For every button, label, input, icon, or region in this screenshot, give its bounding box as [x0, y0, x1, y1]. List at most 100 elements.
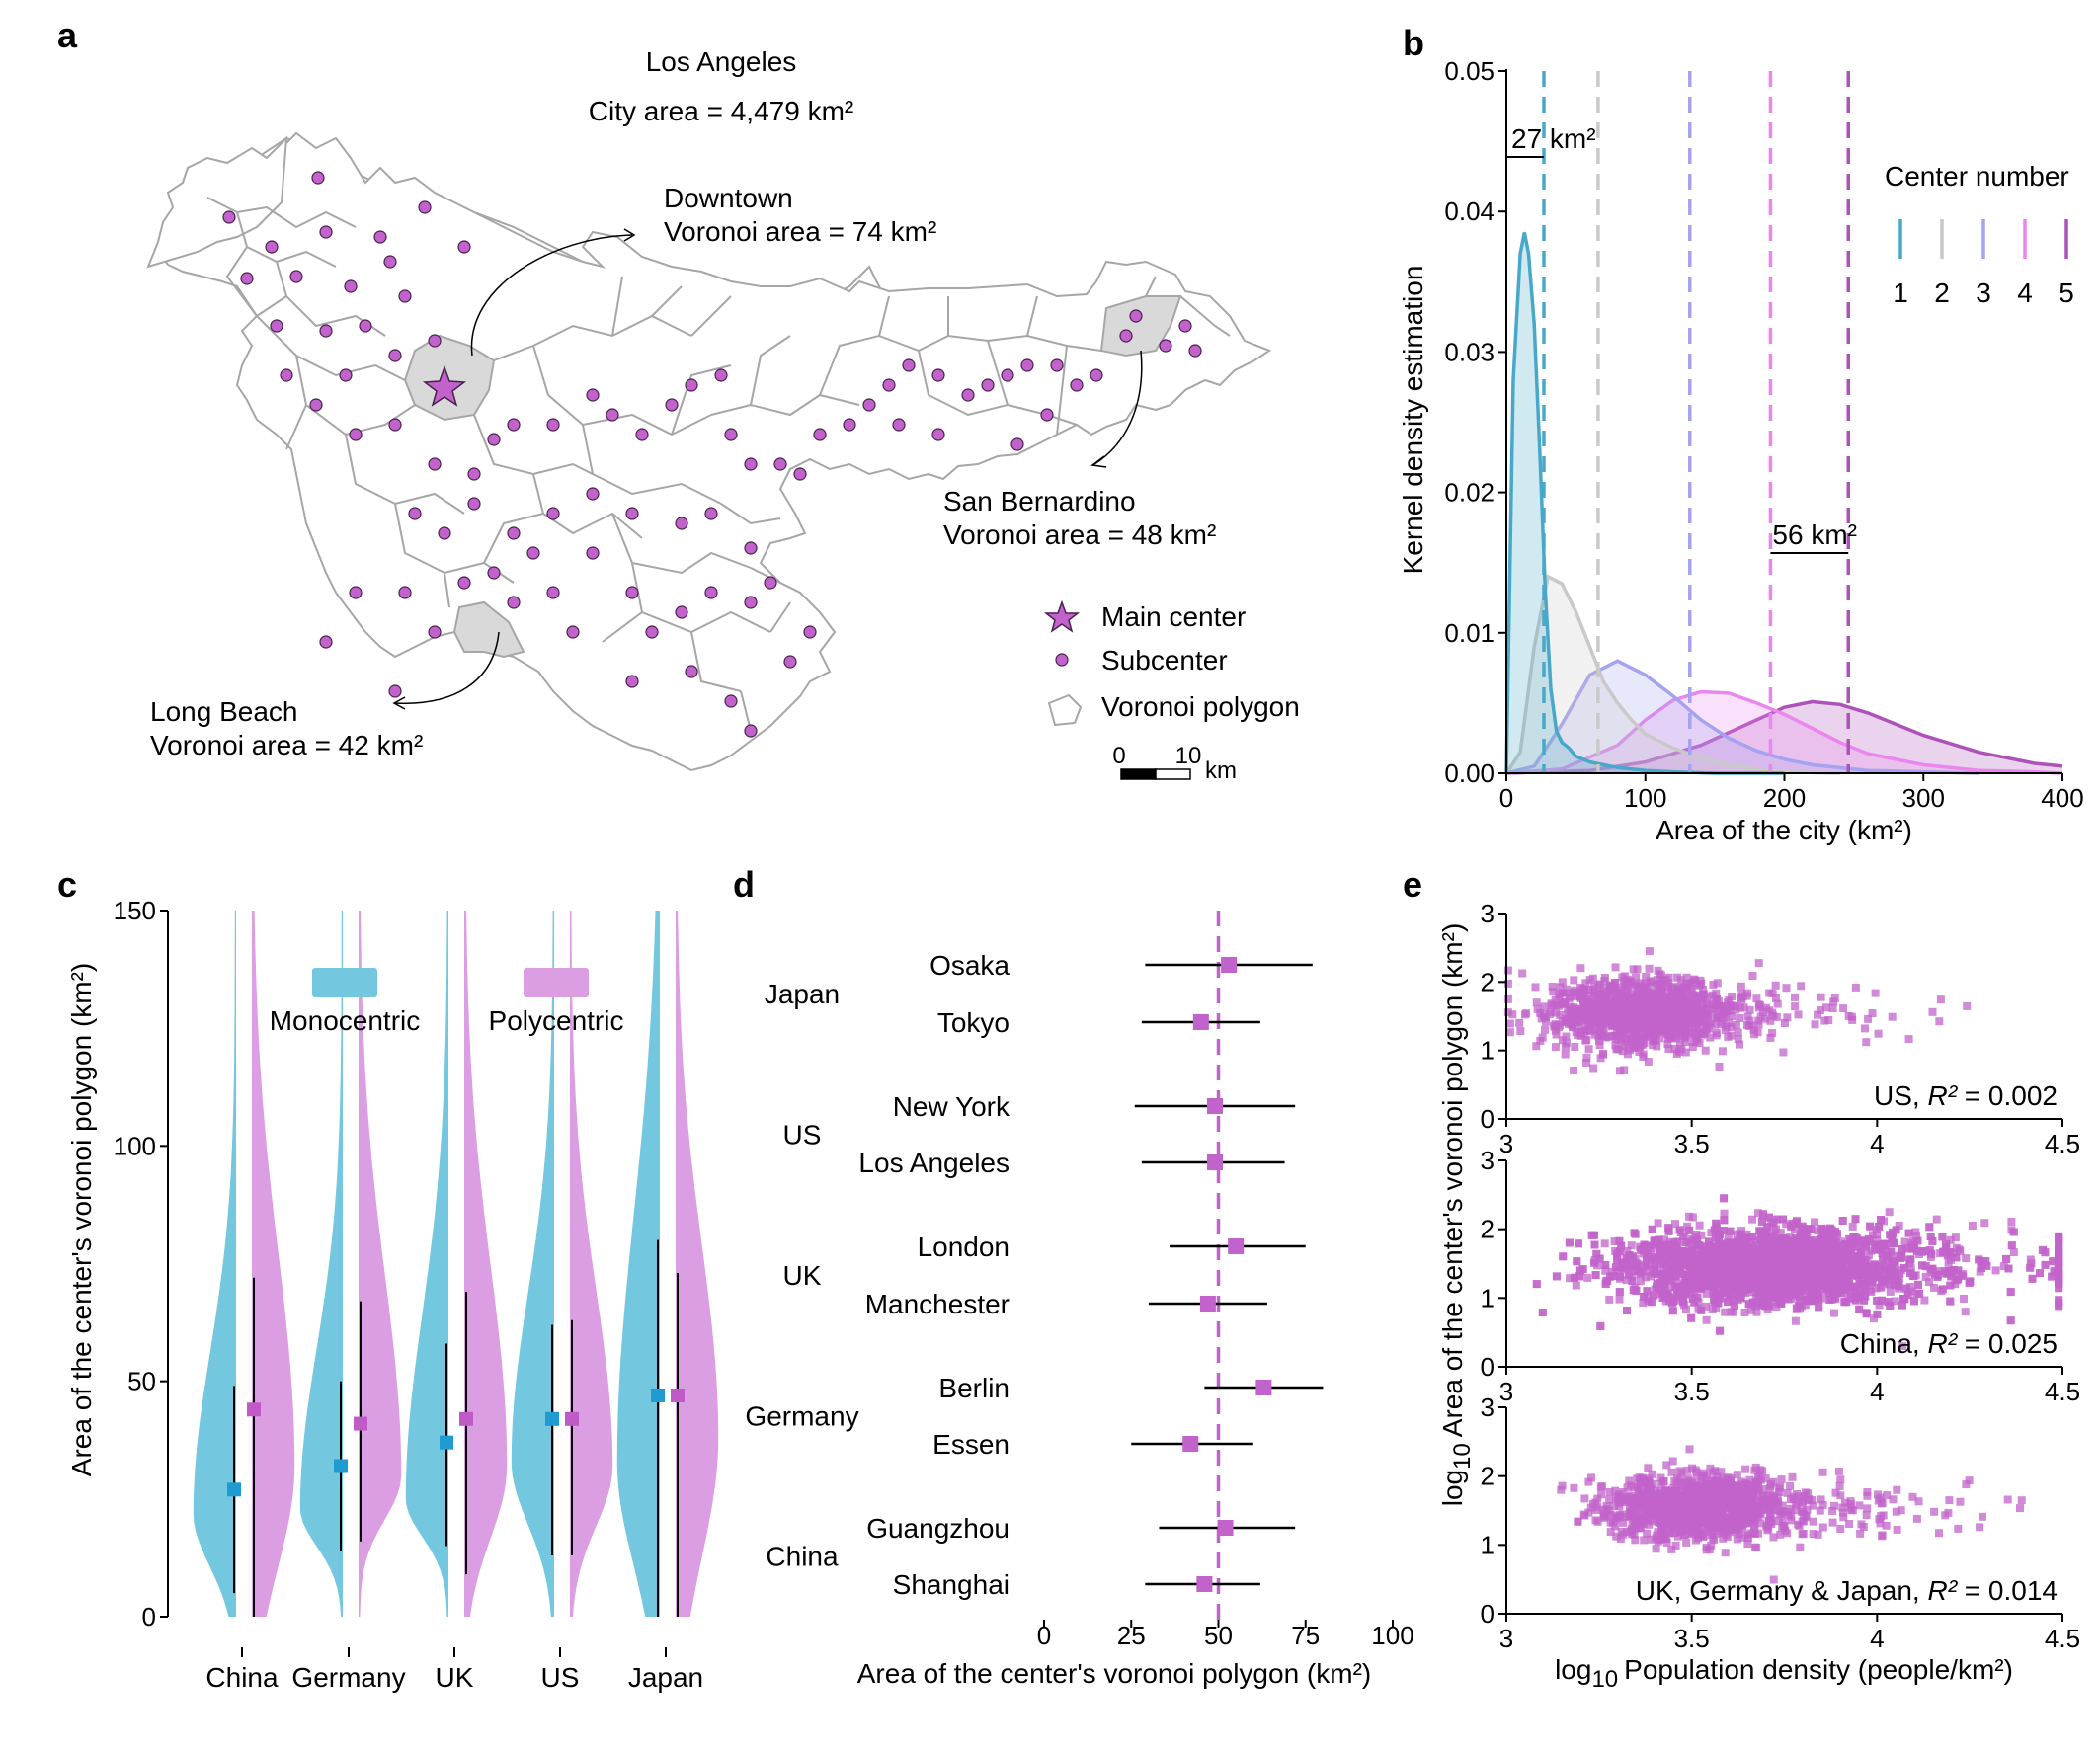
- scatter-point: [1618, 992, 1627, 999]
- scatter-point: [1856, 1255, 1864, 1263]
- scatter-point: [1584, 1045, 1593, 1054]
- scatter-point: [1610, 1237, 1619, 1246]
- scatter-point: [1816, 1006, 1824, 1014]
- scatter-point: [1870, 1267, 1879, 1276]
- scatter-point: [1946, 1281, 1955, 1290]
- scatter-point: [1747, 1236, 1756, 1245]
- scatter-point: [1968, 1222, 1977, 1230]
- panel-b: b 0 100 200 300 4000.000.010.020.030.040.05 …: [1398, 23, 2084, 845]
- scatter-point: [1591, 1271, 1600, 1279]
- scatter-point: [1862, 1511, 1871, 1520]
- scatter-point: [1814, 1010, 1821, 1019]
- scatter-point: [1900, 1295, 1909, 1304]
- scatter-point: [1693, 1034, 1702, 1043]
- scatter-point: [1638, 1031, 1647, 1040]
- scatter-point: [1675, 1283, 1684, 1292]
- scatter-point: [1503, 979, 1512, 988]
- scatter-point: [1730, 1302, 1738, 1311]
- scatter-point: [1505, 1019, 1514, 1028]
- scatter-point: [1649, 1010, 1656, 1019]
- scatter-point: [1559, 1252, 1568, 1261]
- scatter-point: [1662, 1461, 1671, 1470]
- violin-poly-UK: [464, 911, 508, 1617]
- scatter-point: [1761, 1014, 1770, 1023]
- scatter-point: [1575, 1272, 1584, 1281]
- scatter-point: [1633, 1474, 1642, 1483]
- scatter-point: [1944, 1258, 1953, 1267]
- scatter-point: [1663, 1289, 1672, 1298]
- scatter-point: [1551, 1020, 1560, 1029]
- scatter-point: [1724, 1298, 1733, 1307]
- forest-point-Osaka: [1221, 957, 1238, 973]
- scatter-point: [1752, 1282, 1761, 1291]
- scatter-y-tick-label: 0: [1481, 1352, 1494, 1382]
- scatter-point: [1736, 1003, 1744, 1012]
- kde-area-3: [1506, 661, 1979, 773]
- scatter-point: [1775, 1285, 1784, 1294]
- scatter-point: [1638, 997, 1647, 1006]
- scatter-point: [1679, 1256, 1688, 1265]
- scatter-point: [1797, 1302, 1806, 1311]
- scatter-point: [1758, 1249, 1767, 1258]
- scatter-point: [1590, 1240, 1599, 1249]
- scatter-point: [1737, 982, 1745, 991]
- scatter-point: [1592, 1249, 1601, 1258]
- scatter-point: [1717, 1017, 1726, 1026]
- scatter-point: [1875, 1301, 1884, 1310]
- kde-area-5: [1506, 701, 2062, 773]
- scale-bar-white: [1155, 768, 1191, 780]
- scatter-point: [1618, 1042, 1627, 1051]
- scatter-point: [1904, 1035, 1913, 1044]
- scatter-point: [1880, 1239, 1889, 1248]
- scatter-point: [1655, 1278, 1663, 1287]
- scatter-point: [1516, 1027, 1525, 1035]
- scatter-point: [1838, 1278, 1847, 1287]
- scatter-point: [1647, 1298, 1656, 1307]
- scatter-point: [1783, 1276, 1792, 1284]
- scatter-point: [1565, 1238, 1574, 1247]
- scatter-point: [1619, 977, 1628, 986]
- violin-x-label-Germany: Germany: [291, 1662, 405, 1693]
- kde-mean-lines: [1542, 71, 1850, 773]
- scatter-point: [1772, 1239, 1781, 1248]
- scatter-point: [1791, 1316, 1800, 1325]
- scatter-point: [1763, 1223, 1772, 1232]
- subcenter-point: [566, 625, 580, 639]
- scatter-point: [1779, 1048, 1788, 1057]
- forest-group-label: Japan: [765, 979, 840, 1009]
- scatter-point: [1885, 1275, 1894, 1284]
- scatter-point: [1650, 1240, 1658, 1249]
- scatter-point: [1718, 1288, 1727, 1297]
- san-bernardino-arrowhead: [1090, 455, 1107, 468]
- scatter-point: [1625, 1270, 1633, 1279]
- scatter-point: [1882, 1248, 1891, 1257]
- scatter-point: [1601, 998, 1610, 1007]
- scatter-point: [2006, 1316, 2015, 1325]
- subcenter-point: [793, 467, 807, 481]
- scatter-point: [1649, 1041, 1657, 1050]
- forest-x-tick-label: 25: [1117, 1621, 1146, 1650]
- scatter-point: [1702, 1315, 1711, 1324]
- scatter-point: [2004, 1264, 2013, 1273]
- violin-poly-median-China: [247, 1402, 261, 1417]
- forest-point-Essen: [1182, 1436, 1199, 1452]
- subcenter-point: [507, 596, 521, 609]
- kde-line-4: [1505, 689, 2063, 775]
- scatter-point: [1714, 1012, 1723, 1021]
- scatter-point: [2017, 1496, 2026, 1505]
- scatter-point: [1650, 1236, 1658, 1245]
- scatter-point: [1574, 1017, 1582, 1026]
- violin-mono-Germany: [299, 911, 343, 1617]
- scatter-r2-value: = 0.025: [1957, 1328, 2058, 1359]
- scatter-point: [1752, 1255, 1761, 1264]
- subcenter-point: [606, 408, 619, 422]
- scatter-point: [1846, 1245, 1855, 1253]
- scatter-point: [1595, 1254, 1604, 1263]
- scatter-point: [1797, 1276, 1806, 1285]
- subcenter-point: [507, 526, 521, 540]
- violin-x-label-Japan: Japan: [628, 1662, 703, 1693]
- scatter-point: [1690, 1298, 1699, 1307]
- scatter-point: [1882, 1521, 1891, 1530]
- scatter-point: [1815, 1303, 1823, 1312]
